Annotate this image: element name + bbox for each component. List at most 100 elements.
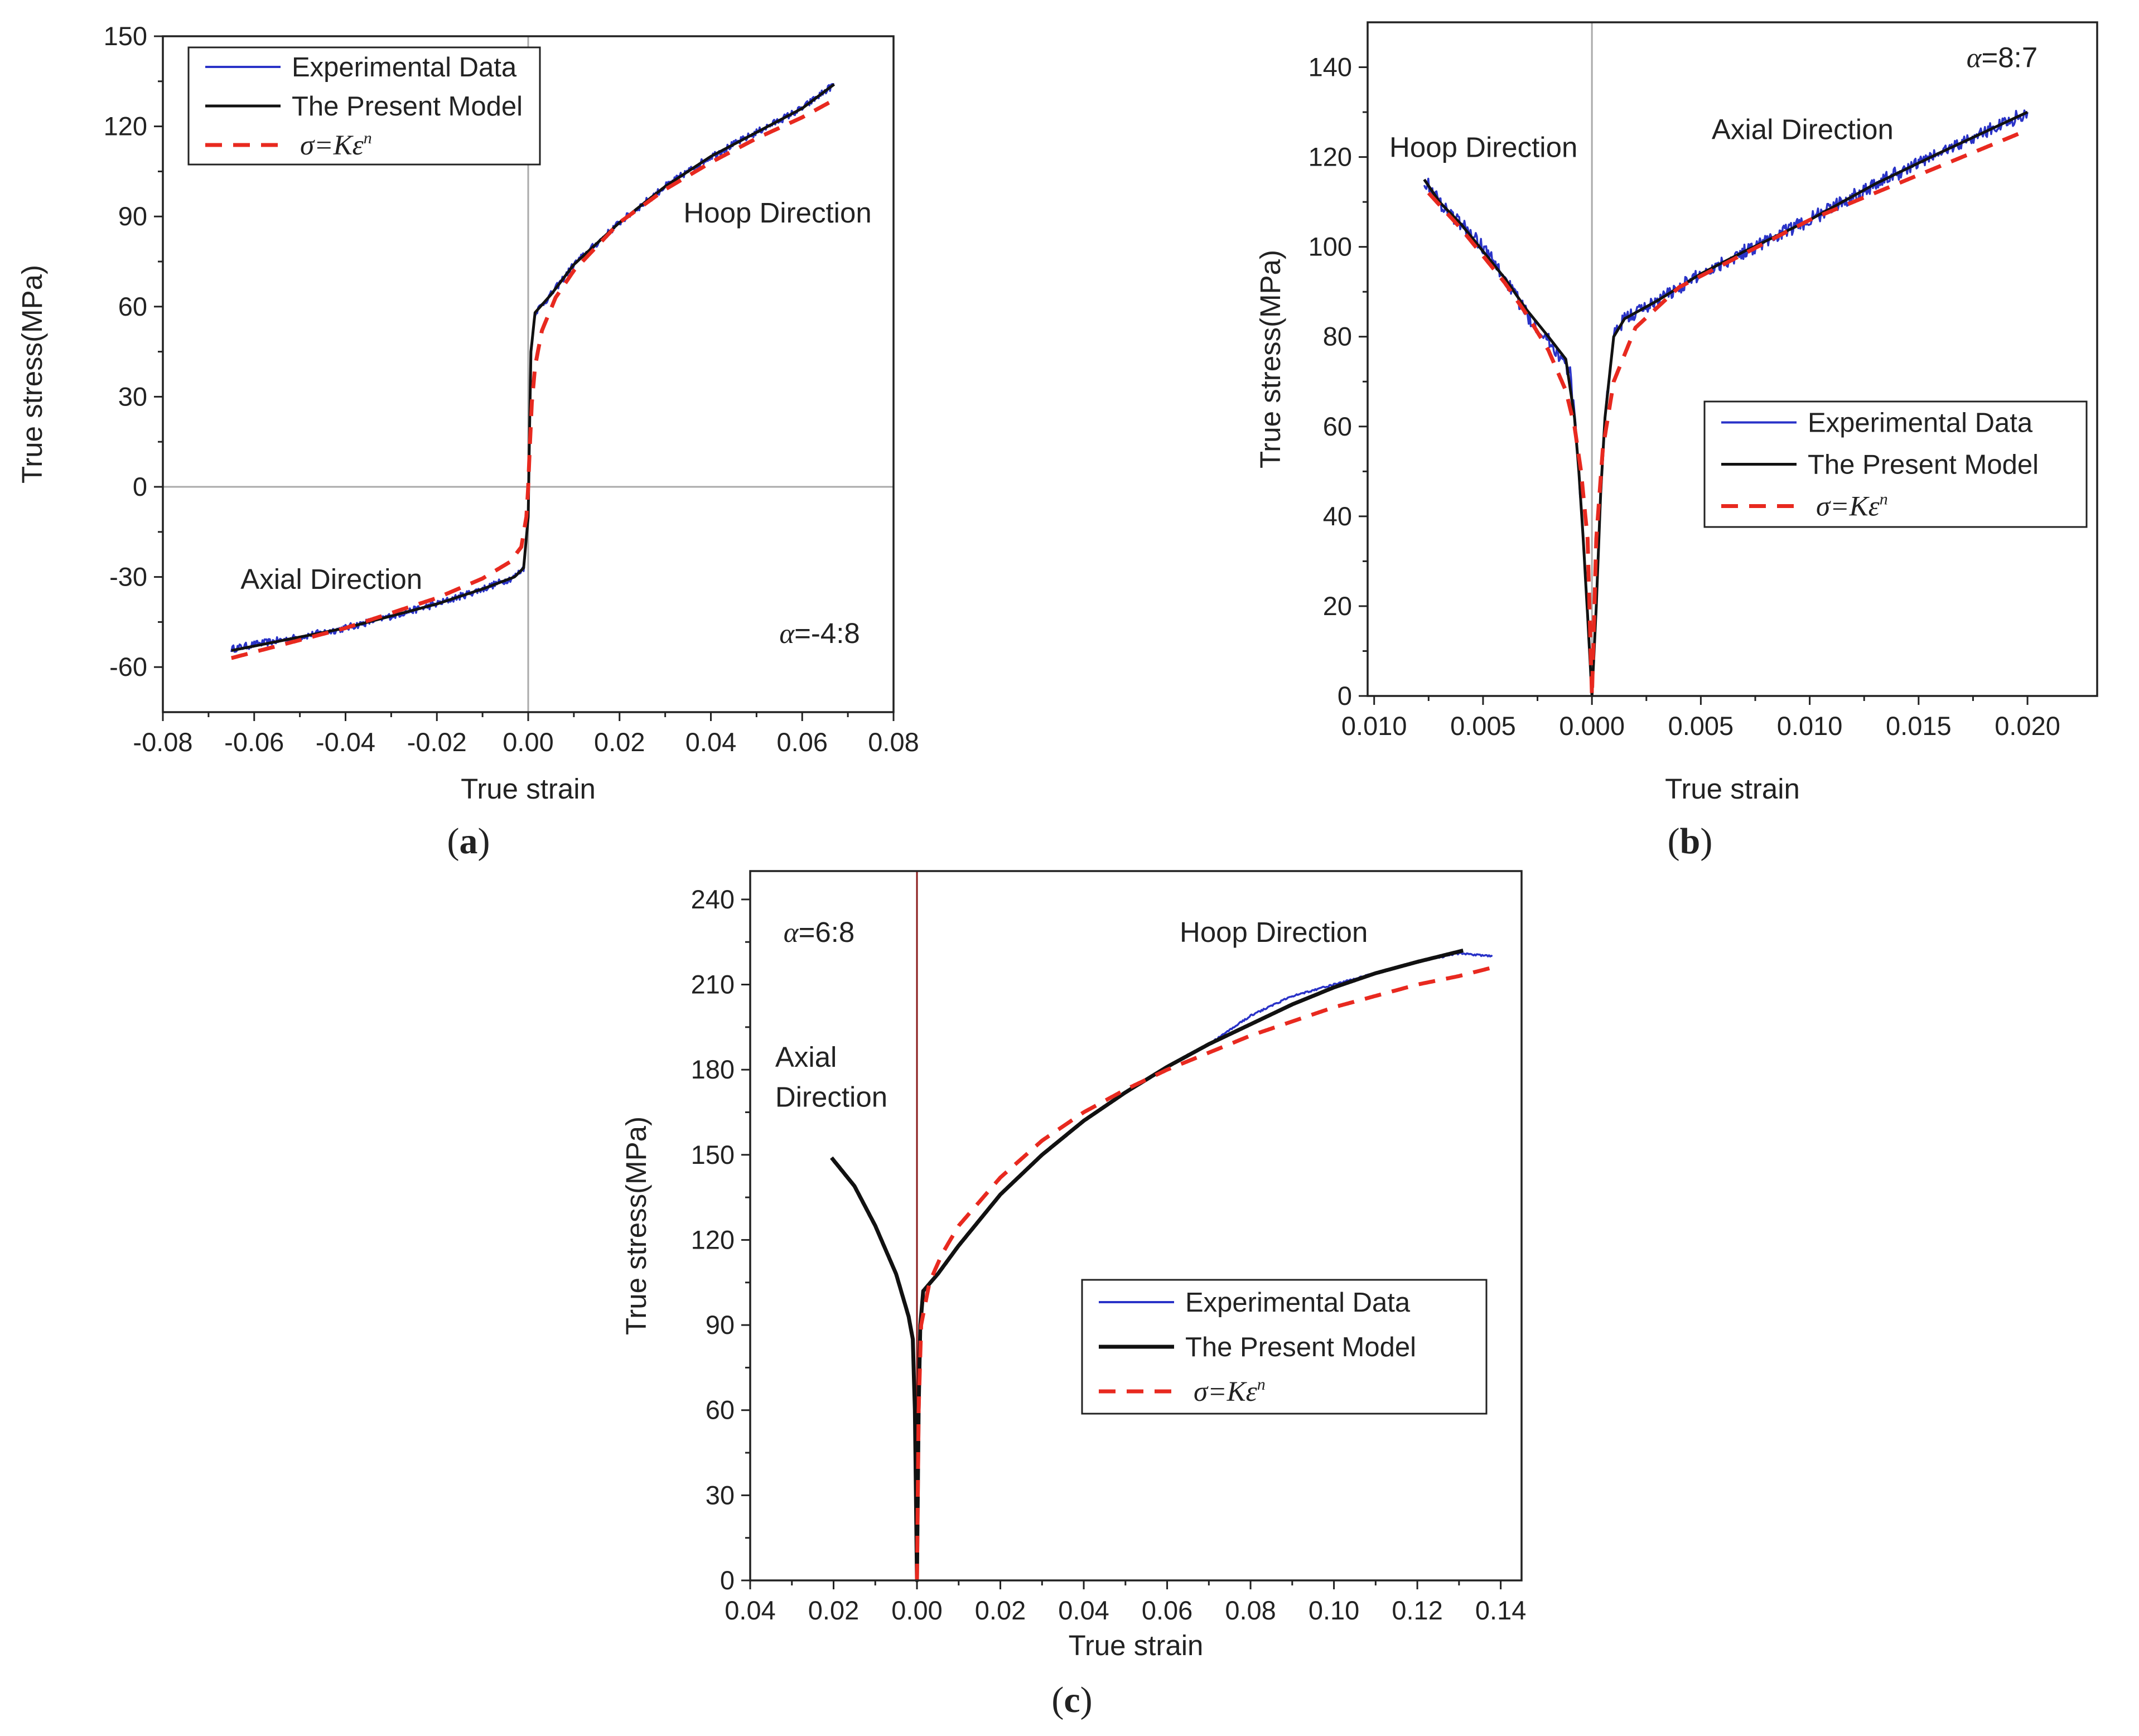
ratio-value: =6:8 bbox=[799, 916, 855, 948]
legend-label: Experimental Data bbox=[1808, 408, 2033, 438]
y-tick-label: 30 bbox=[118, 381, 147, 411]
x-tick-label: 0.02 bbox=[594, 727, 645, 757]
y-tick-label: 180 bbox=[691, 1055, 735, 1084]
direction-annotation: Hoop Direction bbox=[683, 197, 871, 229]
y-tick-label: 150 bbox=[691, 1140, 735, 1169]
y-tick-label: -60 bbox=[109, 652, 147, 681]
chart-panel-b: 0.010 0.005 0.000 0.005 0.010 0.015 0.020 0 20 40… bbox=[1254, 21, 2098, 862]
legend-label: Experimental Data bbox=[1185, 1288, 1411, 1318]
panel-paren: ) bbox=[478, 821, 490, 862]
y-tick-label: 90 bbox=[706, 1310, 735, 1340]
y-tick-label: 80 bbox=[1323, 322, 1352, 351]
panel-label: (b) bbox=[1668, 821, 1713, 862]
y-tick-label: 0 bbox=[1338, 681, 1352, 710]
legend-label: The Present Model bbox=[1185, 1332, 1416, 1362]
y-tick-label: 0 bbox=[133, 472, 147, 501]
x-tick-label: 0.14 bbox=[1475, 1595, 1526, 1625]
chart-panel-a: -0.08 -0.06 -0.04 -0.02 0.00 0.02 0.04 0.06 0.08… bbox=[16, 21, 919, 862]
legend-label: The Present Model bbox=[1808, 450, 2039, 480]
present-model-line bbox=[830, 949, 1464, 1583]
x-tick-label: -0.04 bbox=[316, 727, 375, 757]
y-tick-label: -30 bbox=[109, 562, 147, 592]
x-tick-label: 0.015 bbox=[1886, 711, 1952, 741]
legend-label: The Present Model bbox=[292, 91, 523, 122]
x-tick-label: 0.06 bbox=[1142, 1595, 1192, 1625]
ratio-value: =-4:8 bbox=[794, 617, 860, 649]
experimental-data-line bbox=[831, 951, 1493, 1582]
panel-paren: ( bbox=[1051, 1680, 1064, 1720]
panel-label: (c) bbox=[1051, 1680, 1092, 1720]
x-tick-label: 0.08 bbox=[1225, 1595, 1276, 1625]
stress-ratio-label: α=-4:8 bbox=[779, 617, 860, 650]
panel-letter: b bbox=[1680, 821, 1701, 862]
legend-superscript: n bbox=[1257, 1375, 1266, 1394]
alpha-symbol: α bbox=[784, 917, 799, 949]
present-model-line bbox=[231, 83, 836, 652]
legend-label: σ=Kεn bbox=[1194, 1375, 1266, 1408]
legend: Experimental Data The Present Model σ=Kεn bbox=[1703, 400, 2088, 528]
x-axis-label: True strain bbox=[461, 773, 596, 805]
legend-label: σ=Kεn bbox=[300, 129, 372, 161]
y-tick-label: 210 bbox=[691, 970, 735, 999]
direction-annotation: Axial bbox=[775, 1041, 837, 1073]
x-tick-label: 0.02 bbox=[975, 1595, 1026, 1625]
x-axis-label: True strain bbox=[1069, 1629, 1204, 1661]
legend-superscript: n bbox=[364, 129, 372, 147]
legend-superscript: n bbox=[1880, 490, 1888, 509]
x-tick-label: 0.02 bbox=[808, 1595, 859, 1625]
x-axis-label: True strain bbox=[1665, 773, 1800, 805]
y-tick-label: 140 bbox=[1308, 52, 1352, 82]
x-tick-label: -0.06 bbox=[224, 727, 284, 757]
y-tick-label: 120 bbox=[691, 1225, 735, 1254]
legend: Experimental Data The Present Model σ=Kεn bbox=[187, 46, 541, 166]
stress-ratio-label: α=6:8 bbox=[784, 916, 854, 949]
panel-paren: ( bbox=[1668, 821, 1680, 862]
y-axis-label: True stress(MPa) bbox=[620, 1116, 652, 1335]
x-tick-label: 0.04 bbox=[1058, 1595, 1109, 1625]
x-tick-label: 0.04 bbox=[725, 1595, 775, 1625]
direction-annotation: Direction bbox=[775, 1081, 887, 1113]
ratio-value: =8:7 bbox=[1982, 42, 2038, 74]
y-tick-label: 0 bbox=[720, 1565, 735, 1595]
x-tick-label: 0.010 bbox=[1341, 711, 1407, 741]
direction-annotation: Hoop Direction bbox=[1180, 916, 1368, 948]
y-tick-label: 40 bbox=[1323, 501, 1352, 531]
y-tick-label: 150 bbox=[104, 21, 147, 51]
chart-panel-c: 0.04 0.02 0.00 0.02 0.04 0.06 0.08 0.10 0.12 0.14… bbox=[620, 870, 1526, 1720]
y-tick-label: 20 bbox=[1323, 591, 1352, 621]
panel-paren: ) bbox=[1080, 1680, 1093, 1720]
legend: Experimental Data The Present Model σ=Kεn bbox=[1081, 1279, 1488, 1415]
x-tick-label: -0.08 bbox=[133, 727, 192, 757]
direction-annotation: Axial Direction bbox=[240, 563, 422, 595]
power-law-line bbox=[915, 965, 1494, 1581]
y-axis-label: True stress(MPa) bbox=[16, 265, 48, 483]
y-tick-label: 60 bbox=[1323, 412, 1352, 441]
x-tick-label: 0.020 bbox=[1995, 711, 2060, 741]
x-tick-label: 0.005 bbox=[1450, 711, 1516, 741]
plot-frame bbox=[1367, 21, 2098, 697]
panel-label: (a) bbox=[447, 821, 490, 862]
present-model-line bbox=[1423, 110, 2029, 698]
panel-paren: ) bbox=[1700, 821, 1712, 862]
panel-letter: a bbox=[460, 821, 478, 862]
power-law-line bbox=[230, 100, 831, 660]
x-tick-label: 0.04 bbox=[685, 727, 736, 757]
alpha-symbol: α bbox=[1967, 43, 1982, 74]
alpha-symbol: α bbox=[779, 618, 795, 650]
panel-paren: ( bbox=[447, 821, 460, 862]
y-tick-label: 100 bbox=[1308, 232, 1352, 262]
y-tick-label: 90 bbox=[118, 201, 147, 231]
y-tick-label: 30 bbox=[706, 1480, 735, 1510]
y-tick-label: 240 bbox=[691, 884, 735, 914]
y-axis-label: True stress(MPa) bbox=[1254, 250, 1286, 468]
stress-ratio-label: α=8:7 bbox=[1967, 42, 2037, 74]
y-tick-label: 60 bbox=[118, 292, 147, 321]
x-tick-label: 0.010 bbox=[1777, 711, 1843, 741]
y-tick-label: 120 bbox=[104, 112, 147, 141]
x-tick-label: 0.08 bbox=[868, 727, 919, 757]
x-tick-label: 0.10 bbox=[1308, 1595, 1359, 1625]
x-tick-label: 0.005 bbox=[1668, 711, 1734, 741]
y-tick-label: 120 bbox=[1308, 142, 1352, 172]
legend-label: σ=Kεn bbox=[1816, 490, 1888, 523]
